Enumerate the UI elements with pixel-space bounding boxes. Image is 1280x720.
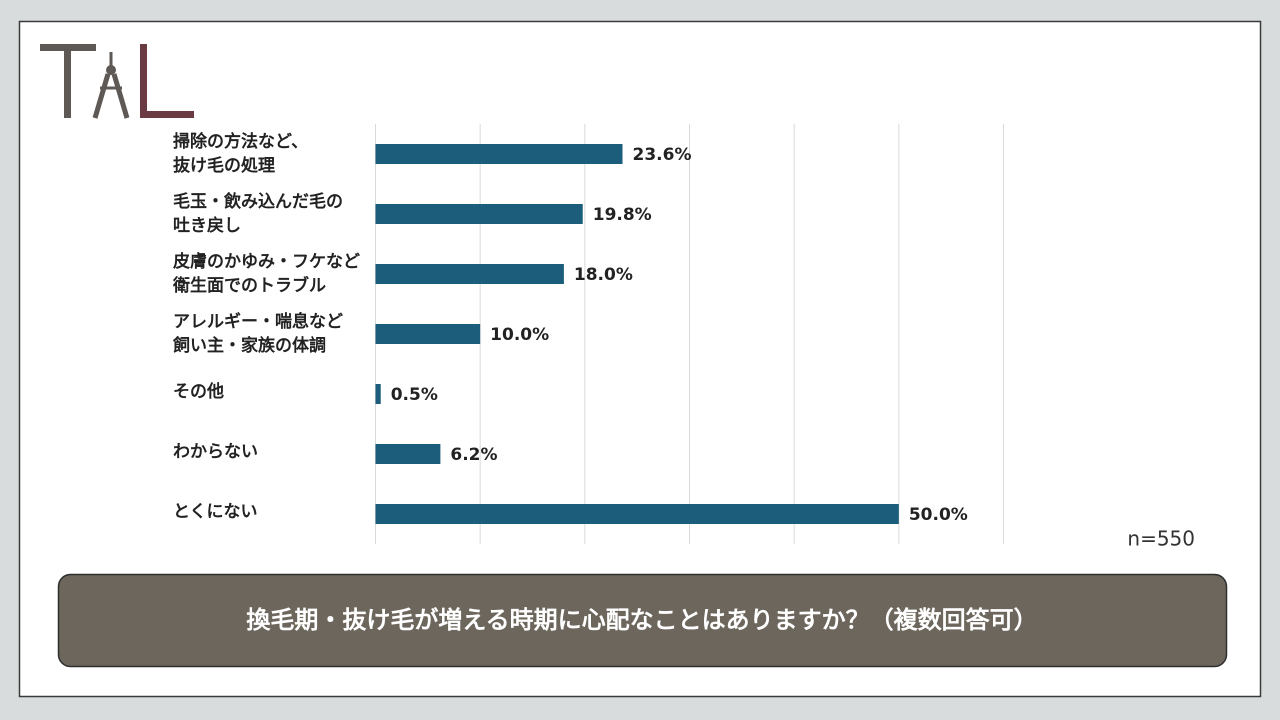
value-label: 10.0% xyxy=(490,325,549,345)
category-label: わからない xyxy=(173,442,258,462)
bar xyxy=(375,264,564,284)
category-label: 衛生面でのトラブル xyxy=(172,275,326,296)
bar xyxy=(375,444,441,464)
bar xyxy=(375,324,481,344)
category-label: 皮膚のかゆみ・フケなど xyxy=(173,251,360,272)
category-label: 飼い主・家族の体調 xyxy=(172,335,326,356)
logo xyxy=(40,44,194,119)
category-label: とくにない xyxy=(173,502,258,522)
category-label: 抜け毛の処理 xyxy=(173,155,275,176)
value-label: 23.6% xyxy=(633,145,692,165)
value-label: 19.8% xyxy=(593,205,652,225)
chart-title: 換毛期・抜け毛が増える時期に心配なことはありますか？（複数回答可） xyxy=(246,606,1037,634)
sample-size: n=550 xyxy=(1127,527,1195,551)
value-label: 6.2% xyxy=(450,445,497,465)
bar xyxy=(375,504,899,524)
bar xyxy=(375,384,381,404)
bar xyxy=(375,204,583,224)
category-label: 毛玉・飲み込んだ毛の xyxy=(173,191,343,212)
bar xyxy=(375,144,623,164)
question-box xyxy=(57,573,1228,668)
category-label: 掃除の方法など、 xyxy=(173,131,308,152)
category-label: 吐き戻し xyxy=(173,215,241,236)
value-label: 0.5% xyxy=(391,385,438,405)
value-label: 18.0% xyxy=(574,265,633,285)
value-label: 50.0% xyxy=(909,505,968,525)
category-label: その他 xyxy=(173,381,224,402)
category-label: アレルギー・喘息など xyxy=(173,311,343,332)
